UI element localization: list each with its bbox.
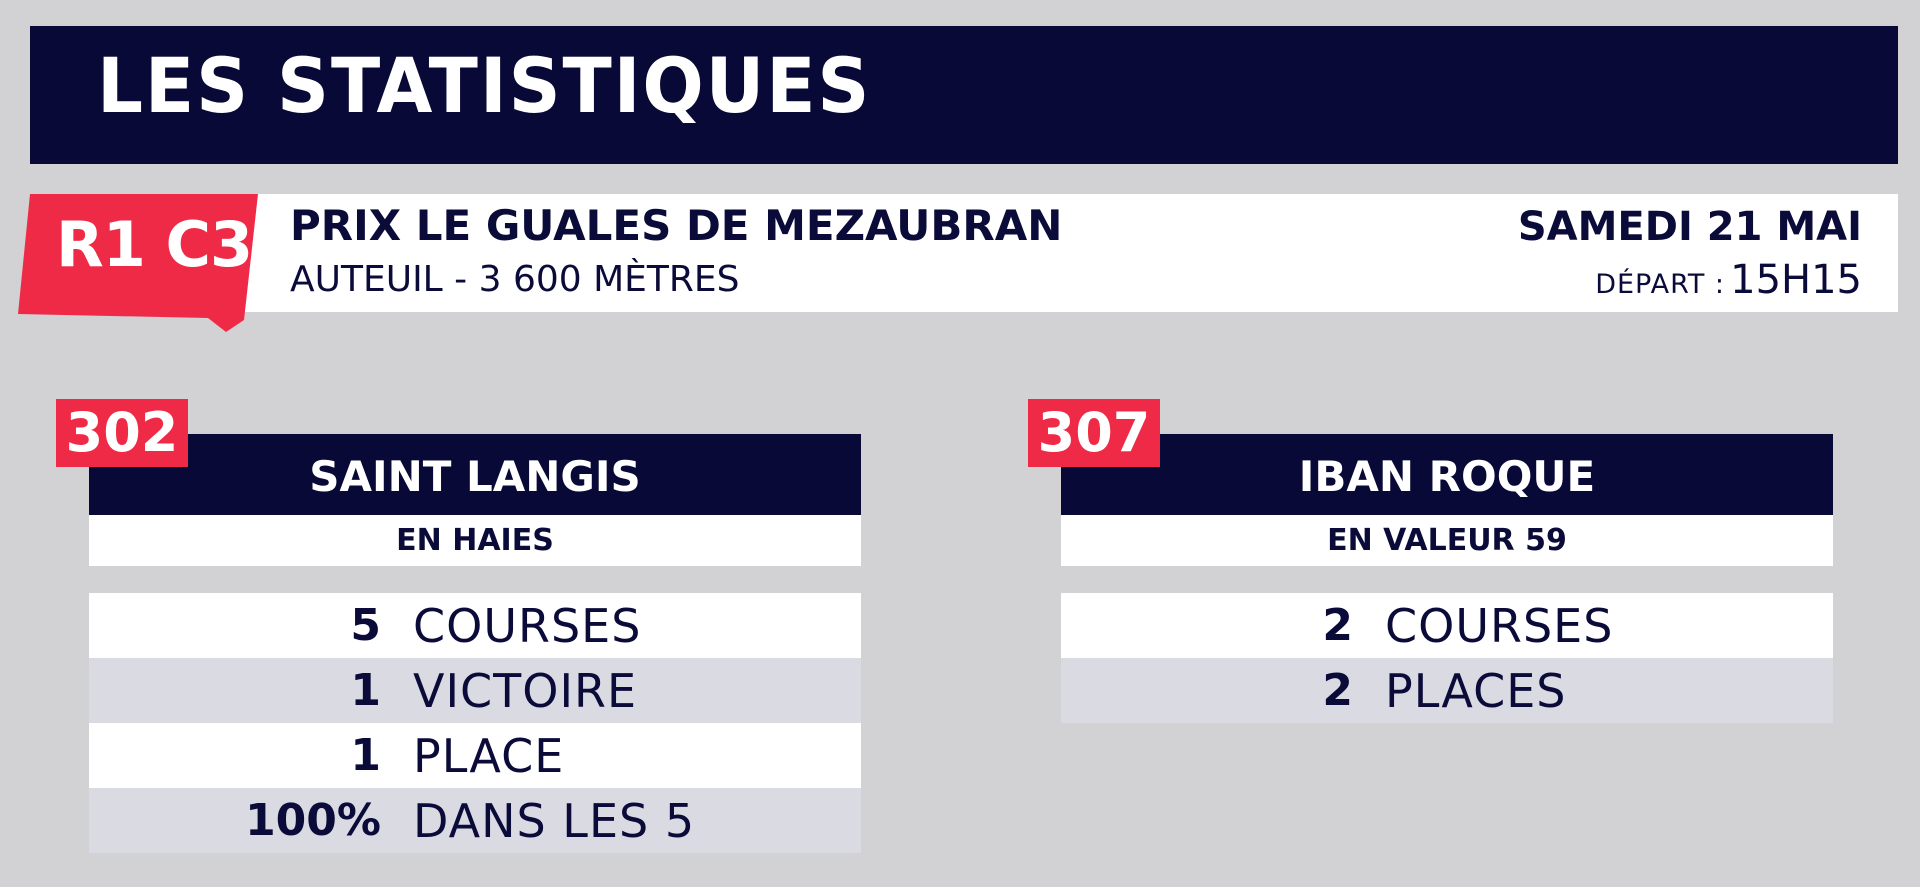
stat-value: 1 bbox=[350, 665, 381, 716]
stat-row: 2 COURSES bbox=[1061, 593, 1833, 658]
horse-number-badge: 302 bbox=[56, 399, 188, 467]
stat-value: 1 bbox=[350, 730, 381, 781]
stat-label: COURSES bbox=[1385, 598, 1614, 653]
stat-label: COURSES bbox=[413, 598, 642, 653]
stat-label: PLACES bbox=[1385, 663, 1567, 718]
race-depart: DÉPART : 15H15 bbox=[1595, 260, 1862, 300]
stat-label: DANS LES 5 bbox=[413, 793, 696, 848]
stat-row: 2 PLACES bbox=[1061, 658, 1833, 723]
stat-label: PLACE bbox=[413, 728, 565, 783]
stat-label: VICTOIRE bbox=[413, 663, 638, 718]
stat-row: 1 PLACE bbox=[89, 723, 861, 788]
stat-row: 5 COURSES bbox=[89, 593, 861, 658]
stats-table: 5 COURSES 1 VICTOIRE 1 PLACE 100% DANS L… bbox=[89, 593, 861, 853]
horse-subtitle: EN HAIES bbox=[89, 515, 861, 566]
horse-name: IBAN ROQUE bbox=[1061, 434, 1833, 515]
stat-value: 5 bbox=[350, 600, 381, 651]
stat-value: 100% bbox=[245, 795, 381, 846]
race-name: PRIX LE GUALES DE MEZAUBRAN bbox=[290, 201, 1063, 250]
race-date: SAMEDI 21 MAI bbox=[1517, 204, 1862, 250]
stat-value: 2 bbox=[1322, 600, 1353, 651]
depart-time: 15H15 bbox=[1730, 257, 1862, 303]
horse-number-badge: 307 bbox=[1028, 399, 1160, 467]
stat-value: 2 bbox=[1322, 665, 1353, 716]
race-code: R1 C3 bbox=[56, 208, 253, 281]
race-info-bar bbox=[230, 194, 1898, 312]
race-place: AUTEUIL - 3 600 MÈTRES bbox=[290, 259, 740, 300]
page-title: LES STATISTIQUES bbox=[97, 41, 872, 130]
race-tag-shape bbox=[18, 194, 258, 332]
title-bar: LES STATISTIQUES bbox=[30, 26, 1898, 164]
stat-row: 100% DANS LES 5 bbox=[89, 788, 861, 853]
horse-subtitle: EN VALEUR 59 bbox=[1061, 515, 1833, 566]
horse-name: SAINT LANGIS bbox=[89, 434, 861, 515]
depart-label: DÉPART : bbox=[1595, 269, 1726, 300]
stat-row: 1 VICTOIRE bbox=[89, 658, 861, 723]
stats-table: 2 COURSES 2 PLACES bbox=[1061, 593, 1833, 723]
race-code-tag: R1 C3 bbox=[18, 192, 258, 332]
